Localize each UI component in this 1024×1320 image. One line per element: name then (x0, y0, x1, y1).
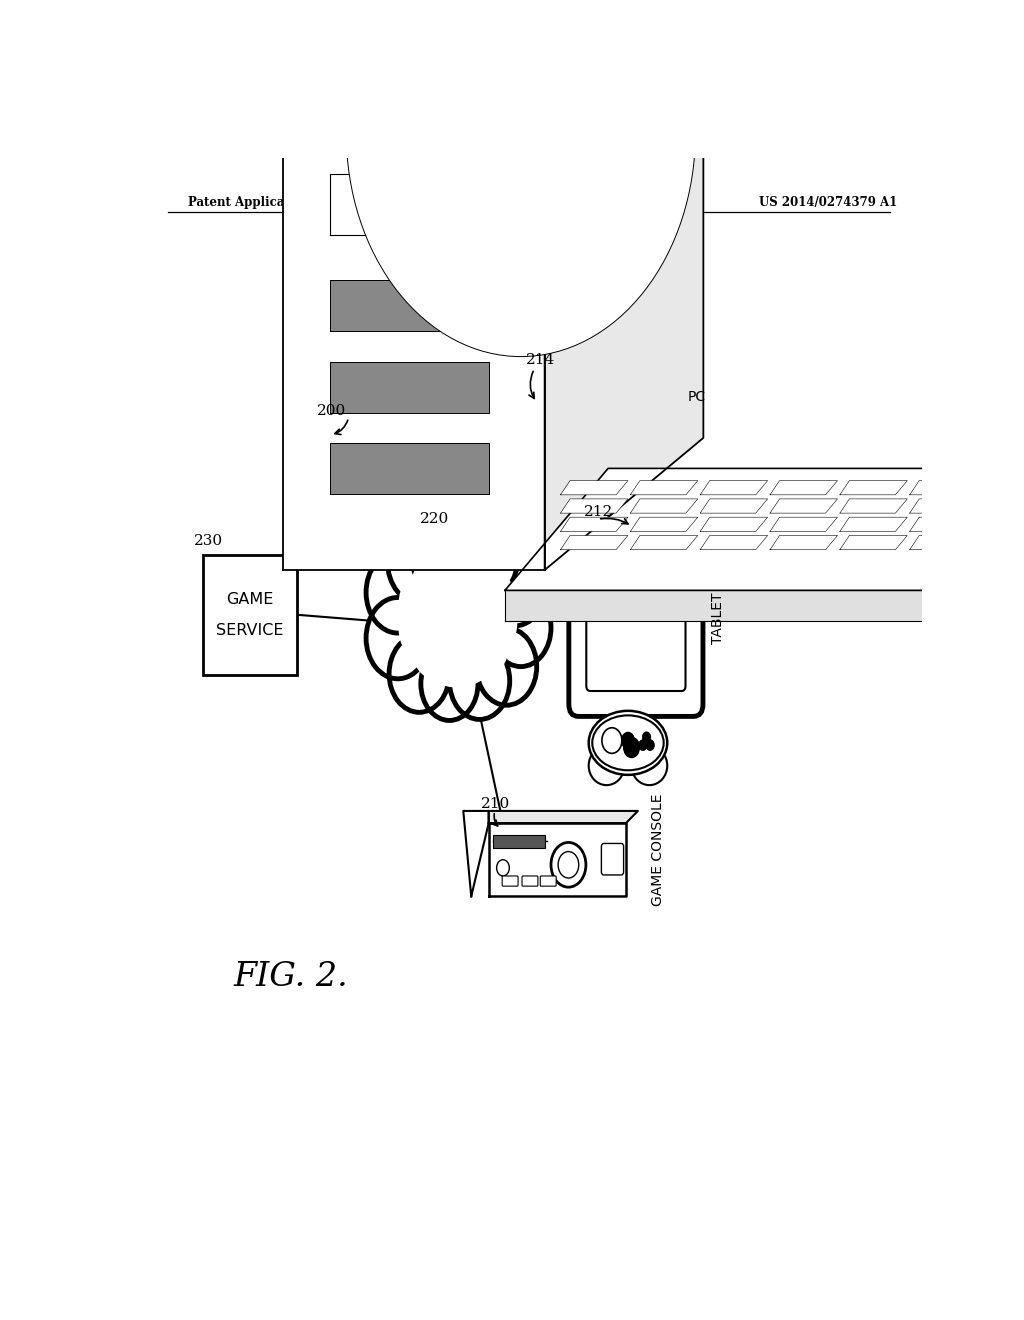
Circle shape (490, 589, 551, 667)
Polygon shape (909, 536, 977, 549)
Circle shape (642, 731, 651, 743)
Circle shape (403, 549, 511, 686)
Circle shape (558, 851, 579, 878)
Polygon shape (283, 0, 703, 32)
Circle shape (639, 739, 647, 751)
Polygon shape (505, 590, 981, 620)
Polygon shape (283, 32, 545, 570)
Circle shape (497, 859, 509, 876)
Circle shape (622, 733, 635, 748)
Polygon shape (545, 0, 703, 570)
Circle shape (387, 521, 451, 602)
Text: 220: 220 (420, 512, 450, 527)
FancyBboxPatch shape (502, 876, 518, 886)
Text: GAME: GAME (226, 591, 273, 607)
FancyBboxPatch shape (569, 519, 702, 717)
Polygon shape (505, 469, 1024, 590)
Polygon shape (560, 499, 628, 513)
Polygon shape (331, 444, 489, 494)
Text: SERVICE: SERVICE (216, 623, 284, 638)
FancyBboxPatch shape (541, 876, 556, 886)
Circle shape (366, 598, 430, 678)
Polygon shape (331, 174, 505, 235)
Circle shape (466, 620, 508, 675)
Circle shape (450, 643, 510, 719)
Text: 210: 210 (481, 797, 510, 810)
Ellipse shape (589, 710, 668, 775)
Circle shape (624, 738, 639, 758)
Circle shape (482, 545, 546, 626)
Polygon shape (331, 280, 489, 331)
Text: GAME CONSOLE: GAME CONSOLE (651, 793, 666, 906)
Ellipse shape (592, 715, 664, 771)
Circle shape (469, 570, 514, 627)
Circle shape (366, 552, 430, 634)
Circle shape (413, 556, 457, 612)
Polygon shape (560, 517, 628, 532)
FancyBboxPatch shape (601, 843, 624, 875)
Circle shape (427, 552, 473, 611)
Polygon shape (770, 499, 838, 513)
Circle shape (432, 632, 473, 682)
FancyBboxPatch shape (494, 836, 545, 847)
Text: 230: 230 (194, 533, 223, 548)
Polygon shape (463, 810, 488, 896)
Polygon shape (840, 517, 907, 532)
Polygon shape (770, 517, 838, 532)
Polygon shape (700, 499, 768, 513)
Circle shape (414, 624, 456, 678)
FancyBboxPatch shape (522, 876, 538, 886)
Polygon shape (488, 810, 638, 824)
Circle shape (419, 520, 496, 618)
Polygon shape (909, 480, 977, 495)
Circle shape (389, 635, 450, 713)
FancyBboxPatch shape (204, 554, 297, 675)
Polygon shape (560, 480, 628, 495)
Text: US 2014/0274379 A1: US 2014/0274379 A1 (759, 195, 897, 209)
Circle shape (399, 602, 443, 659)
Text: 200: 200 (316, 404, 346, 417)
Circle shape (431, 554, 484, 623)
Polygon shape (840, 480, 907, 495)
Polygon shape (909, 499, 977, 513)
Polygon shape (488, 824, 626, 896)
Circle shape (476, 628, 537, 705)
Ellipse shape (632, 746, 668, 785)
Polygon shape (840, 499, 907, 513)
Polygon shape (631, 480, 697, 495)
Circle shape (602, 727, 622, 754)
Text: Patent Application Publication: Patent Application Publication (187, 195, 390, 209)
Polygon shape (700, 480, 768, 495)
Circle shape (646, 739, 654, 751)
Circle shape (455, 556, 497, 610)
Circle shape (458, 520, 518, 598)
Text: Sep. 18, 2014  Sheet 2 of 12: Sep. 18, 2014 Sheet 2 of 12 (377, 195, 562, 209)
Polygon shape (631, 517, 697, 532)
Ellipse shape (589, 746, 625, 785)
Circle shape (474, 597, 516, 651)
Text: 212: 212 (585, 506, 613, 519)
Circle shape (412, 513, 479, 599)
Polygon shape (909, 517, 977, 532)
Polygon shape (770, 480, 838, 495)
Polygon shape (700, 517, 768, 532)
Polygon shape (700, 536, 768, 549)
Polygon shape (631, 499, 697, 513)
Polygon shape (631, 536, 697, 549)
Circle shape (450, 628, 492, 682)
Circle shape (346, 0, 695, 356)
Polygon shape (331, 362, 489, 412)
FancyBboxPatch shape (587, 539, 685, 690)
Polygon shape (840, 536, 907, 549)
Text: PC: PC (687, 391, 706, 404)
Circle shape (421, 647, 478, 721)
Circle shape (399, 574, 443, 631)
Polygon shape (560, 536, 628, 549)
Polygon shape (770, 536, 838, 549)
Text: TABLET: TABLET (711, 593, 725, 644)
Text: FIG. 2.: FIG. 2. (233, 961, 348, 993)
Text: 214: 214 (526, 352, 556, 367)
Circle shape (551, 842, 586, 887)
